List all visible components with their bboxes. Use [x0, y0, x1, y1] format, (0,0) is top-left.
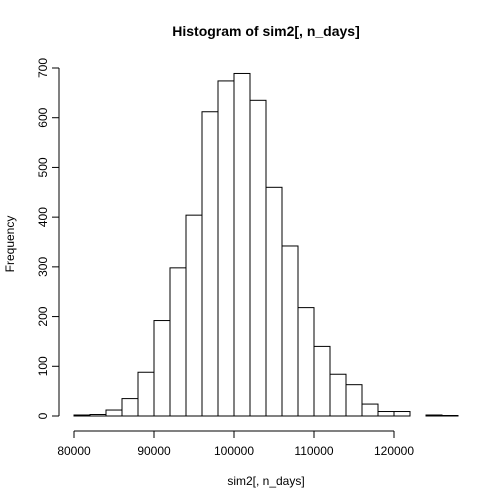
- histogram-bar: [89, 414, 107, 417]
- histogram-bar: [393, 411, 411, 417]
- y-tick-label: 200: [36, 306, 50, 326]
- x-tick-label: 80000: [57, 444, 91, 458]
- y-tick-label: 400: [36, 207, 50, 227]
- histogram-bar: [425, 414, 443, 417]
- histogram-bar: [265, 186, 283, 417]
- histogram-bar: [313, 345, 331, 417]
- y-tick-label: 500: [36, 157, 50, 177]
- x-axis-label: sim2[, n_days]: [227, 474, 304, 488]
- histogram-bar: [377, 411, 395, 417]
- histogram-bar: [249, 99, 267, 417]
- y-tick-label: 300: [36, 257, 50, 277]
- histogram-bar: [185, 214, 203, 417]
- x-tick-label: 110000: [294, 444, 333, 458]
- y-tick-label: 0: [36, 412, 50, 419]
- histogram-bar: [121, 398, 139, 417]
- histogram-bar: [329, 373, 347, 417]
- x-tick-label: 90000: [137, 444, 171, 458]
- histogram-bar: [345, 384, 363, 417]
- histogram-bar: [361, 403, 379, 417]
- x-tick-label: 100000: [214, 444, 254, 458]
- histogram-bar: [105, 409, 123, 417]
- histogram-bar: [201, 111, 219, 417]
- histogram-bar: [73, 414, 91, 417]
- histogram-bar: [281, 245, 299, 417]
- histogram-bar: [153, 320, 171, 417]
- y-axis: 0 100 200 300 400 500 600 700: [36, 58, 60, 419]
- y-axis-label: Frequency: [3, 216, 17, 273]
- histogram-bar: [217, 80, 235, 417]
- x-axis: 80000 90000 100000 110000 120000: [57, 430, 414, 458]
- x-tick-label: 120000: [374, 444, 414, 458]
- chart-title: Histogram of sim2[, n_days]: [172, 23, 360, 39]
- histogram-bar: [233, 72, 251, 417]
- histogram-bar: [297, 307, 315, 417]
- y-tick-label: 100: [36, 356, 50, 376]
- y-tick-label: 600: [36, 107, 50, 127]
- histogram-bars: [73, 72, 459, 417]
- histogram-bar: [137, 371, 155, 417]
- histogram-bar: [169, 267, 187, 417]
- y-tick-label: 700: [36, 58, 50, 78]
